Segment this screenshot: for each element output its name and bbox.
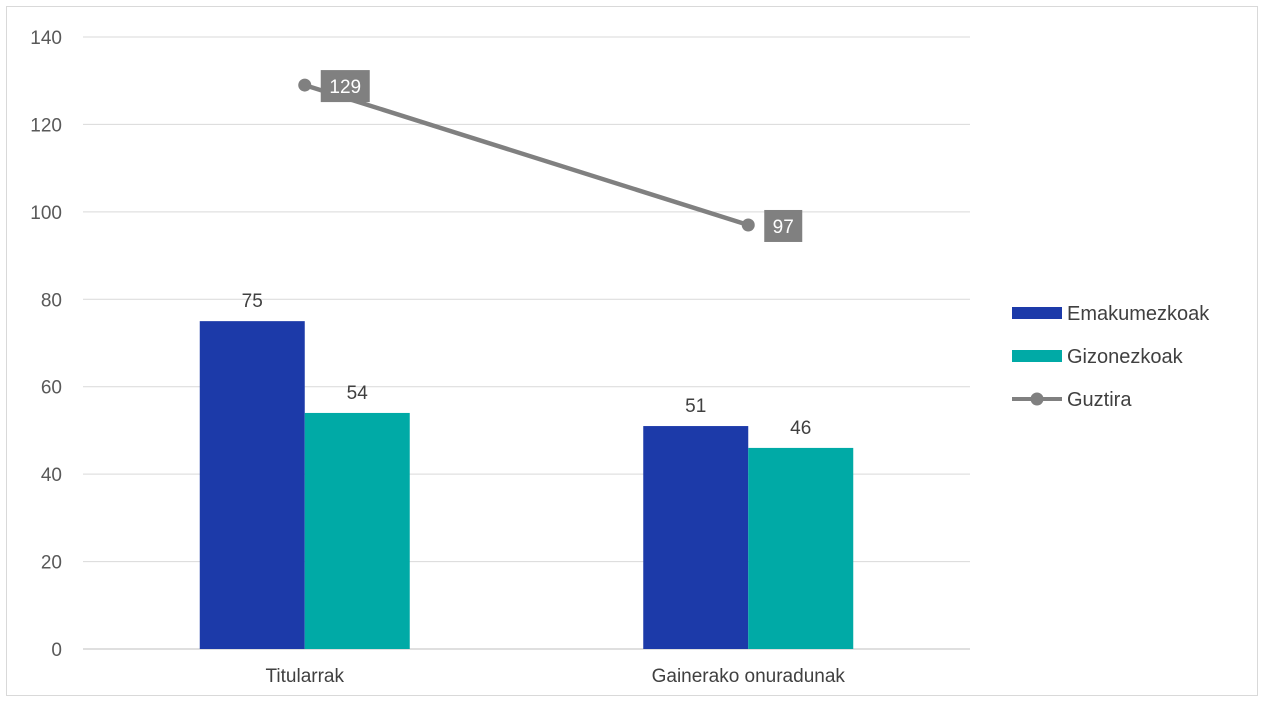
line-data-label: 129	[329, 77, 361, 98]
bar	[305, 413, 410, 649]
y-tick-label: 60	[41, 378, 62, 399]
bar	[643, 426, 748, 649]
legend-swatch	[1012, 350, 1062, 362]
bar	[748, 448, 853, 649]
y-tick-label: 0	[51, 640, 62, 661]
bar	[200, 321, 305, 649]
y-tick-label: 20	[41, 553, 62, 574]
y-tick-label: 40	[41, 465, 62, 486]
y-tick-label: 140	[30, 28, 62, 49]
line-data-label: 97	[773, 217, 794, 238]
bar-data-label: 51	[685, 396, 706, 417]
x-axis-categories: Titularrak Gainerako onuradunak	[266, 666, 846, 687]
y-tick-label: 80	[41, 290, 62, 311]
bar-data-label: 54	[347, 383, 369, 404]
category-label: Gainerako onuradunak	[652, 666, 846, 687]
line-series	[305, 85, 749, 225]
legend-label: Emakumezkoak	[1067, 303, 1210, 325]
y-tick-label: 120	[30, 115, 62, 136]
legend-swatch	[1012, 307, 1062, 319]
bars	[200, 321, 854, 649]
legend-marker	[1031, 393, 1044, 406]
y-axis-ticks: 0 20 40 60 80 100 120 140	[30, 28, 62, 661]
legend: Emakumezkoak Gizonezkoak Guztira	[1012, 303, 1210, 411]
legend-label: Guztira	[1067, 389, 1132, 411]
line-point	[742, 218, 755, 231]
bar-data-label: 75	[242, 291, 263, 312]
bar-data-label: 46	[790, 418, 811, 439]
y-tick-label: 100	[30, 203, 62, 224]
category-label: Titularrak	[266, 666, 345, 687]
line-point	[298, 79, 311, 92]
legend-label: Gizonezkoak	[1067, 346, 1184, 368]
total-line: 129 97	[298, 70, 802, 242]
